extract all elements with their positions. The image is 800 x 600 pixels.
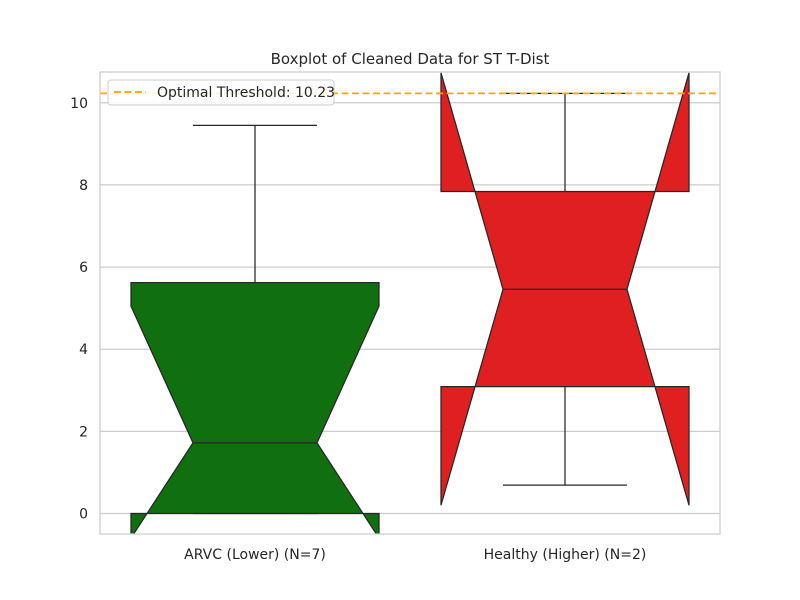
box-group — [130, 124, 380, 534]
legend-label: Optimal Threshold: 10.23 — [157, 85, 335, 101]
y-tick-label: 2 — [79, 424, 88, 440]
x-axis: ARVC (Lower) (N=7) Healthy (Higher) (N=2) — [184, 547, 646, 563]
box-group — [440, 72, 690, 506]
y-tick-label: 0 — [79, 506, 88, 522]
legend-box — [107, 79, 335, 106]
y-axis: 0 2 4 6 8 10 — [70, 96, 88, 523]
y-tick-label: 8 — [79, 178, 88, 194]
x-tick-label: Healthy (Higher) (N=2) — [484, 547, 647, 563]
plot-frame — [99, 71, 721, 535]
legend: Optimal Threshold: 10.23 — [107, 79, 335, 106]
y-tick-label: 6 — [79, 260, 88, 276]
chart-title: Boxplot of Cleaned Data for ST T-Dist — [271, 50, 550, 68]
boxes — [130, 72, 690, 534]
y-tick-label: 10 — [70, 96, 88, 112]
x-tick-label: ARVC (Lower) (N=7) — [184, 547, 326, 563]
notched-box — [130, 282, 380, 534]
y-tick-label: 4 — [79, 342, 88, 358]
